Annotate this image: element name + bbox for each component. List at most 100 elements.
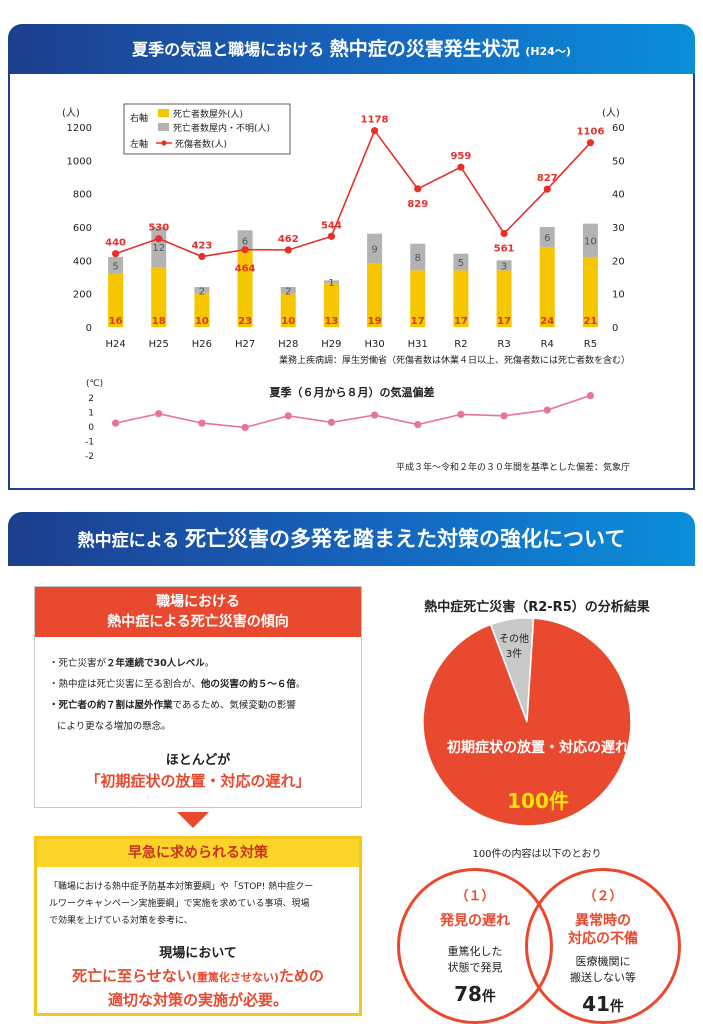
- urgent-body-line1: 「職場における熱中症予防基本対策要綱」や「STOP! 熱中症クー: [49, 882, 314, 892]
- breakdown-1-desc1: 重篤化した: [447, 945, 503, 958]
- banner2-title-part1: 熱中症による: [77, 531, 180, 551]
- casualty-point: [155, 235, 163, 243]
- temp-axis-tick: 0: [88, 423, 94, 433]
- bar-indoor: [108, 257, 124, 274]
- x-tick-label: R5: [584, 339, 597, 350]
- pie-other-label: その他: [499, 632, 529, 645]
- bar-indoor-label: 1: [328, 278, 334, 289]
- left-axis-tick: 200: [73, 290, 92, 301]
- right-axis-tick: 50: [612, 156, 625, 167]
- breakdown-2-num: （２）: [583, 889, 623, 904]
- pie-slice: [422, 617, 632, 827]
- x-tick-label: H31: [408, 339, 428, 350]
- x-tick-label: R4: [541, 339, 554, 350]
- bullet-1-post: 。: [204, 658, 215, 669]
- casualty-point: [543, 185, 551, 193]
- bullet-3-post: であるため、気候変動の影響: [172, 700, 296, 711]
- urgent-body: 「職場における熱中症予防基本対策要綱」や「STOP! 熱中症クー ルワークキャン…: [37, 867, 359, 930]
- section-banner-weather: 夏季の気温と職場における 熱中症の災害発生状況 (H24〜): [8, 24, 695, 74]
- banner2-title-part2: 死亡災害の多発を踏まえた対策の強化について: [185, 527, 626, 551]
- bar-indoor: [194, 287, 210, 294]
- temp-point: [198, 419, 206, 427]
- temp-chart-title: 夏季（６月から８月）の気温偏差: [270, 385, 435, 399]
- bar-outdoor-label: 10: [195, 316, 209, 327]
- temp-source: 平成３年〜令和２年の３０年間を基準とした偏差：気象庁: [396, 461, 630, 473]
- bar-indoor-label: 6: [544, 233, 550, 244]
- bar-indoor: [539, 227, 555, 247]
- right-axis-tick: 0: [612, 323, 618, 334]
- bar-outdoor-label: 17: [497, 316, 511, 327]
- bullet-1-pre: ・死亡災害が: [49, 658, 107, 669]
- bar-outdoor-label: 23: [238, 316, 252, 327]
- bar-indoor-label: 8: [415, 253, 421, 264]
- urgent-red-small: (重篤化させない): [191, 971, 279, 984]
- casualty-point: [241, 246, 249, 254]
- breakdown-1-desc2: 状態で発見: [447, 961, 503, 974]
- casualty-value-label: 827: [537, 173, 558, 184]
- x-tick-label: H28: [278, 339, 298, 350]
- pie-other-value: 3件: [506, 648, 522, 660]
- casualty-value-label: 423: [191, 241, 212, 252]
- x-tick-label: H25: [149, 339, 169, 350]
- bar-outdoor-label: 17: [411, 316, 425, 327]
- breakdown-1-count-unit: 件: [481, 989, 496, 1005]
- temp-point: [327, 418, 336, 426]
- bar-outdoor: [582, 257, 598, 327]
- bar-outdoor-label: 13: [324, 316, 338, 327]
- bar-outdoor-label: 21: [583, 316, 597, 327]
- banner-title-part1: 夏季の気温と職場における: [132, 40, 325, 59]
- breakdown-2-count: 41件: [528, 992, 678, 1016]
- x-tick-label: H29: [321, 339, 341, 350]
- bar-indoor: [323, 280, 339, 284]
- legend-box: [123, 103, 291, 155]
- casualty-value-label: 440: [105, 238, 126, 249]
- bar-indoor: [280, 287, 296, 294]
- casualty-value-label: 829: [407, 199, 428, 210]
- bar-outdoor: [367, 263, 383, 327]
- legend-indoor: 死亡者数屋内・不明(人): [173, 122, 270, 134]
- casualty-value-label: 530: [148, 223, 169, 234]
- temp-point: [586, 391, 595, 400]
- urgent-red-part1: 死亡に至らせない: [72, 967, 192, 985]
- bar-indoor-label: 12: [152, 243, 165, 254]
- temp-point: [111, 419, 120, 427]
- pie-title: 熱中症死亡災害（R2-R5）の分析結果: [424, 600, 650, 615]
- bar-outdoor-label: 16: [109, 316, 123, 327]
- casualty-value-label: 462: [278, 234, 299, 245]
- bar-outdoor: [108, 273, 124, 327]
- breakdown-1-title: 発見の遅れ: [440, 913, 510, 929]
- temp-point: [370, 411, 379, 419]
- breakdown-2-title: 異常時の: [575, 913, 631, 929]
- bar-indoor-label: 6: [242, 236, 248, 247]
- left-axis-tick: 600: [73, 223, 92, 234]
- bar-outdoor-label: 24: [540, 316, 554, 327]
- breakdown-1-count: 78件: [400, 982, 550, 1006]
- x-tick-label: H27: [235, 339, 255, 350]
- bar-indoor-label: 3: [501, 261, 507, 272]
- banner-title-part3: (H24〜): [525, 45, 571, 58]
- urgent-red-line2: 適切な対策の実施が必要。: [107, 991, 288, 1009]
- left-axis-tick: 400: [73, 256, 92, 267]
- down-arrow-icon: [177, 812, 209, 828]
- casualty-value-label: 544: [321, 220, 342, 231]
- bar-outdoor-label: 18: [152, 316, 166, 327]
- left-axis-tick: 800: [73, 190, 92, 201]
- legend-swatch-indoor: [158, 123, 169, 131]
- chart-source: 業務上疾病調：厚生労働省（死傷者数は休業４日以上、死傷者数には死亡者数を含む）: [279, 354, 630, 366]
- urgent-red-text: 死亡に至らせない(重篤化させない)ための 適切な対策の実施が必要。: [37, 965, 359, 1011]
- right-axis-tick: 30: [612, 223, 625, 234]
- bar-outdoor-label: 10: [281, 316, 295, 327]
- bar-outdoor: [194, 293, 210, 327]
- temp-line: [115, 394, 591, 429]
- pie-main-label: 初期症状の放置・対応の遅れ: [447, 739, 629, 756]
- bar-indoor-label: 9: [371, 245, 377, 256]
- casualty-point: [414, 185, 422, 193]
- temp-point: [414, 420, 422, 429]
- temp-point: [457, 410, 465, 418]
- bar-indoor: [151, 227, 167, 267]
- temp-point: [543, 406, 551, 414]
- casualty-point: [500, 229, 508, 238]
- bullet-3-bold: ・死亡者の約７割は屋外作業: [49, 700, 173, 711]
- left-axis-tick: 1000: [67, 156, 92, 167]
- temp-axis-tick: -1: [85, 438, 94, 448]
